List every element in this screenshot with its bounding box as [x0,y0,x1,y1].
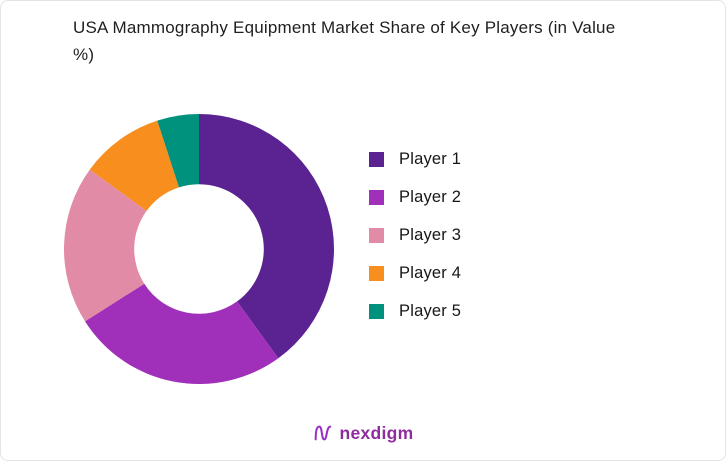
nexdigm-logo-icon [312,422,334,444]
legend-label: Player 3 [399,225,462,244]
legend-item: Player 5 [369,301,461,321]
legend-item: Player 3 [369,225,461,245]
legend-item: Player 2 [369,187,461,207]
legend-swatch [369,151,384,167]
legend-label: Player 1 [399,149,462,168]
legend-swatch [369,303,384,319]
donut-segment-player-3 [64,169,147,322]
donut-chart-svg [64,114,335,384]
brand-name: nexdigm [339,422,414,443]
legend-swatch [369,189,384,205]
donut-segment-player-2 [85,283,279,384]
legend-label: Player 2 [399,187,462,206]
donut-chart [59,109,339,389]
chart-legend: Player 1 Player 2 Player 3 Player 4 Play… [369,149,461,339]
legend-swatch [369,227,384,243]
chart-title: USA Mammography Equipment Market Share o… [73,18,616,65]
donut-segment-player-1 [199,114,335,359]
legend-swatch [369,265,384,281]
donut-segment-player-4 [89,120,179,211]
legend-label: Player 5 [399,301,462,320]
legend-label: Player 4 [399,263,462,282]
legend-item: Player 4 [369,263,461,283]
legend-item: Player 1 [369,149,461,169]
nexdigm-logo-path [315,425,332,441]
donut-segment-player-5 [157,114,199,188]
brand-footer: nexdigm [1,422,725,444]
